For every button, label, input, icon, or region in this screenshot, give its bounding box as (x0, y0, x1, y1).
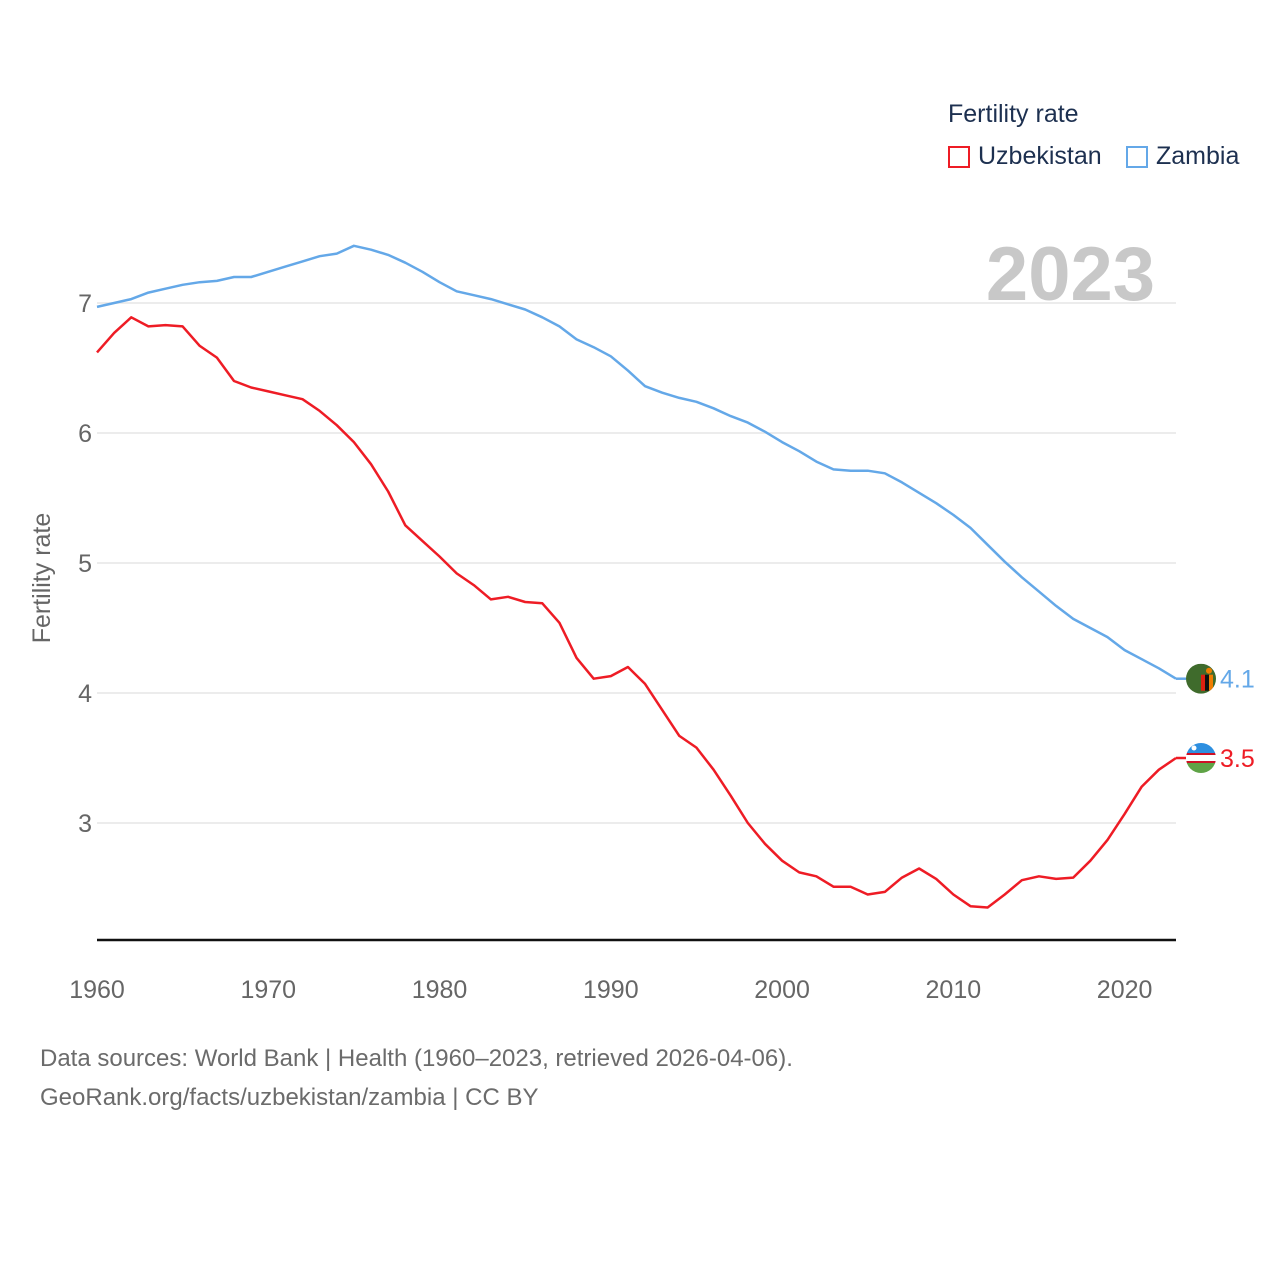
flag-line-red (1186, 753, 1216, 755)
x-tick-label: 1960 (69, 976, 125, 1004)
legend-swatch-zambia (1126, 145, 1148, 168)
x-tick-label: 1970 (240, 976, 296, 1004)
legend-item-zambia[interactable]: Zambia (1126, 142, 1239, 171)
legend-label-zambia: Zambia (1156, 142, 1240, 170)
x-tick-label: 1990 (583, 976, 639, 1004)
flag-stripe-red (1201, 674, 1205, 691)
flag-stripe-orange (1209, 674, 1213, 691)
y-tick-label: 3 (78, 810, 92, 838)
flag-eagle (1206, 667, 1212, 674)
flag-band-green (1186, 763, 1216, 773)
series-line-uzbekistan (96, 316, 1177, 909)
flag-stripe-black (1205, 674, 1209, 691)
year-label: 2023 (986, 232, 1155, 317)
legend-swatch-uzbekistan (948, 145, 970, 168)
data-source-note: Data sources: World Bank | Health (1960–… (40, 1045, 793, 1072)
x-tick-label: 2000 (754, 976, 810, 1004)
flag-crescent (1191, 745, 1197, 751)
flag-band-white (1186, 755, 1216, 761)
source-link[interactable]: GeoRank.org/facts/uzbekistan/zambia | CC… (40, 1084, 539, 1111)
y-tick-label: 7 (78, 290, 92, 318)
series-line-zambia (96, 244, 1177, 680)
y-axis-label: Fertility rate (28, 513, 56, 644)
legend-label-uzbekistan: Uzbekistan (978, 142, 1102, 170)
flag-marker-zambia (1186, 663, 1216, 694)
flag-marker-uzbekistan (1186, 743, 1216, 773)
legend-item-uzbekistan[interactable]: Uzbekistan (948, 142, 1102, 171)
y-tick-label: 6 (78, 420, 92, 448)
end-value-label-zambia: 4.1 (1220, 666, 1255, 694)
legend-title: Fertility rate (948, 100, 1079, 128)
flag-line-red (1186, 761, 1216, 763)
x-tick-label: 2010 (926, 976, 982, 1004)
x-tick-label: 1980 (412, 976, 468, 1004)
end-value-label-uzbekistan: 3.5 (1220, 745, 1255, 773)
y-tick-label: 4 (78, 680, 92, 708)
x-tick-label: 2020 (1097, 976, 1153, 1004)
y-tick-label: 5 (78, 550, 92, 578)
flag-band-blue (1186, 743, 1216, 753)
